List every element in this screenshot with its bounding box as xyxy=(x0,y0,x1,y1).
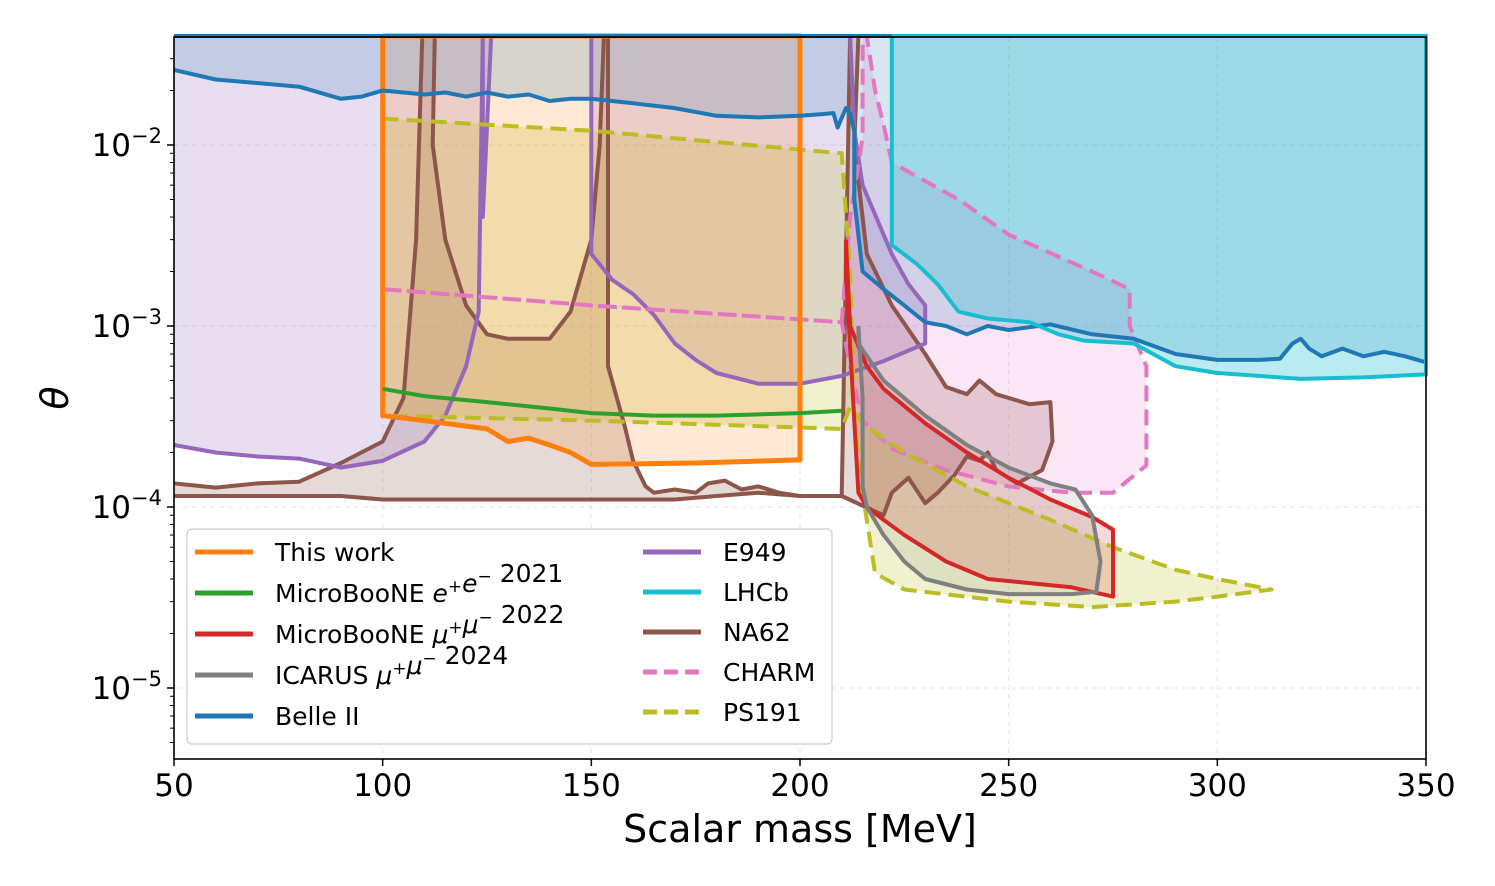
legend-label-lhcb: LHCb xyxy=(723,578,789,607)
legend-label-belle-ii: Belle II xyxy=(275,702,360,731)
legend-label-na62: NA62 xyxy=(723,618,791,647)
legend-label-e949: E949 xyxy=(723,538,787,567)
y-axis-label: θ xyxy=(33,386,77,409)
y-tick-label: 10−4 xyxy=(92,486,162,526)
x-tick-label: 150 xyxy=(562,768,621,804)
legend-label-microboone-2022: MicroBooNE μ+μ− 2022 xyxy=(275,600,564,649)
charm-contour xyxy=(382,34,1149,495)
legend-label-this-work: This work xyxy=(274,538,395,567)
x-tick-label: 250 xyxy=(979,768,1038,804)
e949-contour xyxy=(173,34,928,470)
x-axis-label: Scalar mass [MeV] xyxy=(623,807,977,851)
legend-label-charm: CHARM xyxy=(723,658,815,687)
x-tick-label: 200 xyxy=(770,768,829,804)
legend-label-icarus-2024: ICARUS μ+μ− 2024 xyxy=(275,641,508,690)
y-tick-label: 10−3 xyxy=(92,305,162,345)
lhcb-contour xyxy=(889,34,1428,381)
x-tick-label: 100 xyxy=(353,768,412,804)
na62-contour xyxy=(173,34,1055,518)
legend-box xyxy=(186,528,833,745)
legend-label-microboone-ee-2021: MicroBooNE e+e− 2021 xyxy=(275,559,563,608)
belle-ii-contour xyxy=(173,34,1428,365)
x-tick-label: 50 xyxy=(154,768,193,804)
legend-label-ps191: PS191 xyxy=(723,698,802,727)
x-tick-label: 300 xyxy=(1188,768,1247,804)
lhcb-region xyxy=(891,36,1426,379)
microboone-2022-region xyxy=(845,239,1113,597)
icarus-2024-contour xyxy=(856,325,1103,597)
ps191-region xyxy=(382,118,1272,608)
e949-region xyxy=(174,36,926,468)
microboone-ee-2021-contour xyxy=(382,386,842,418)
y-tick-label: 10−5 xyxy=(92,667,162,707)
exclusion-contours xyxy=(173,33,1428,610)
charm-region xyxy=(382,36,1147,493)
y-tick-label: 10−2 xyxy=(92,124,162,164)
axis-ticks: 50 100 150 200 250 300 350 10−5 10−4 10−3 10−2 xyxy=(92,58,1456,804)
this-work-contour xyxy=(380,33,803,467)
x-tick-label: 350 xyxy=(1396,768,1455,804)
